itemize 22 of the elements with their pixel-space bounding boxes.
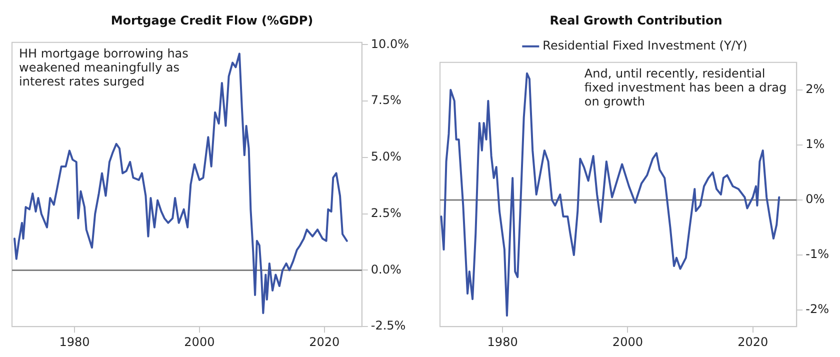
y-tick-label: 7.5% xyxy=(370,93,402,108)
y-tick-label: 0% xyxy=(806,192,825,206)
y-tick-label: -1% xyxy=(806,247,830,262)
y-tick-label: 10.0% xyxy=(370,36,410,51)
annotation: HH mortgage borrowing has weakened meaningfully as interest rates surged xyxy=(19,46,188,89)
x-tick-label: 2020 xyxy=(738,334,768,349)
x-tick-label: 1980 xyxy=(487,334,518,349)
legend-label: Residential Fixed Investment (Y/Y) xyxy=(542,38,748,53)
chart-title: Mortgage Credit Flow (%GDP) xyxy=(110,13,314,28)
annotation: And, until recently, residential fixed investment has been a drag on growth xyxy=(584,66,787,109)
y-tick-label: 2% xyxy=(806,82,825,96)
y-tick-label: -2% xyxy=(806,302,830,316)
y-tick-label: 5.0% xyxy=(370,150,402,164)
x-tick-label: 1980 xyxy=(59,334,90,349)
y-tick-label: 1% xyxy=(806,137,825,152)
y-tick-label: -2.5% xyxy=(370,318,406,333)
x-tick-label: 2000 xyxy=(184,334,215,349)
y-tick-label: 2.5% xyxy=(370,206,402,220)
chart-title: Real Growth Contribution xyxy=(550,13,722,28)
x-tick-label: 2020 xyxy=(309,334,340,349)
x-tick-label: 2000 xyxy=(612,334,643,349)
y-tick-label: 0.0% xyxy=(370,262,402,276)
